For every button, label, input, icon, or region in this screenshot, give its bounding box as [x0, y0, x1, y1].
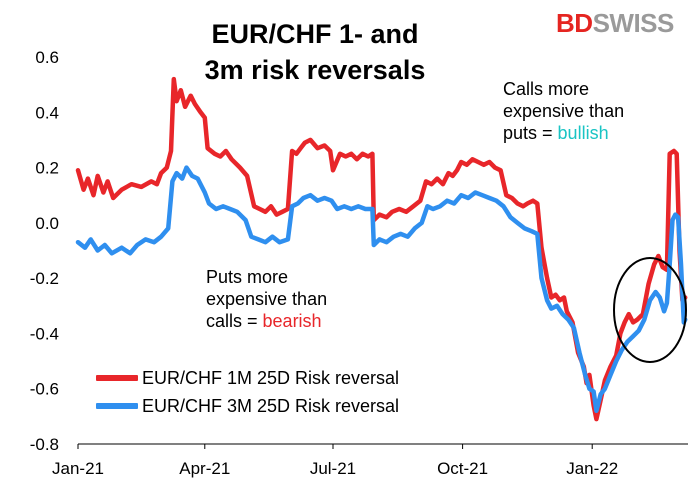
- annotation-bearish-prefix: calls =: [206, 311, 263, 331]
- annotation-bullish-line2: expensive than: [503, 101, 625, 121]
- bdswiss-logo: BDSWISS: [556, 8, 674, 39]
- y-tick-label: 0.4: [35, 103, 59, 122]
- chart-title: EUR/CHF 1- and 3m risk reversals: [150, 16, 480, 88]
- highlight-circle: [613, 257, 687, 363]
- annotation-bearish: Puts more expensive than calls = bearish: [206, 266, 327, 332]
- legend-swatch-1m: [96, 375, 138, 381]
- annotation-bullish-word: bullish: [557, 123, 609, 143]
- y-tick-label: 0.0: [35, 214, 59, 233]
- y-tick-label: 0.6: [35, 48, 59, 67]
- logo-bd: BD: [556, 8, 593, 38]
- series-layer: [75, 76, 688, 422]
- y-tick-label: -0.6: [30, 380, 59, 399]
- y-tick-label: -0.2: [30, 269, 59, 288]
- legend-label-3m: EUR/CHF 3M 25D Risk reversal: [142, 395, 400, 416]
- logo-swiss: SWISS: [592, 8, 675, 38]
- y-axis: 0.6 0.4 0.2 0.0 -0.2 -0.4 -0.6 -0.8: [30, 48, 59, 454]
- annotation-bullish: Calls more expensive than puts = bullish: [503, 78, 624, 144]
- legend-item-1m: EUR/CHF 1M 25D Risk reversal: [96, 364, 399, 392]
- chart-title-line2: 3m risk reversals: [204, 55, 426, 85]
- chart-title-line1: EUR/CHF 1- and: [211, 19, 419, 49]
- x-tick-label: Jul-21: [310, 459, 356, 478]
- legend-label-1m: EUR/CHF 1M 25D Risk reversal: [142, 367, 400, 388]
- annotation-bearish-word: bearish: [262, 311, 322, 331]
- annotation-bullish-prefix: puts =: [503, 123, 558, 143]
- y-tick-label: 0.2: [35, 159, 59, 178]
- x-axis: Jan-21 Apr-21 Jul-21 Oct-21 Jan-22: [52, 443, 688, 478]
- legend-item-3m: EUR/CHF 3M 25D Risk reversal: [96, 392, 399, 420]
- legend-swatch-3m: [96, 403, 138, 409]
- x-tick-label: Jan-21: [52, 459, 104, 478]
- annotation-bearish-line2: expensive than: [206, 289, 328, 309]
- annotation-bearish-line3: calls = bearish: [206, 310, 327, 332]
- x-tick-label: Oct-21: [437, 459, 488, 478]
- x-tick-label: Apr-21: [179, 459, 230, 478]
- annotation-bullish-line3: puts = bullish: [503, 122, 624, 144]
- annotation-bearish-line1: Puts more: [206, 267, 289, 287]
- annotation-bullish-line1: Calls more: [503, 79, 590, 99]
- y-tick-label: -0.4: [30, 324, 59, 343]
- y-tick-label: -0.8: [30, 435, 59, 454]
- x-tick-label: Jan-22: [566, 459, 618, 478]
- chart-legend: EUR/CHF 1M 25D Risk reversal EUR/CHF 3M …: [96, 364, 399, 420]
- series-line-3m: [75, 165, 688, 414]
